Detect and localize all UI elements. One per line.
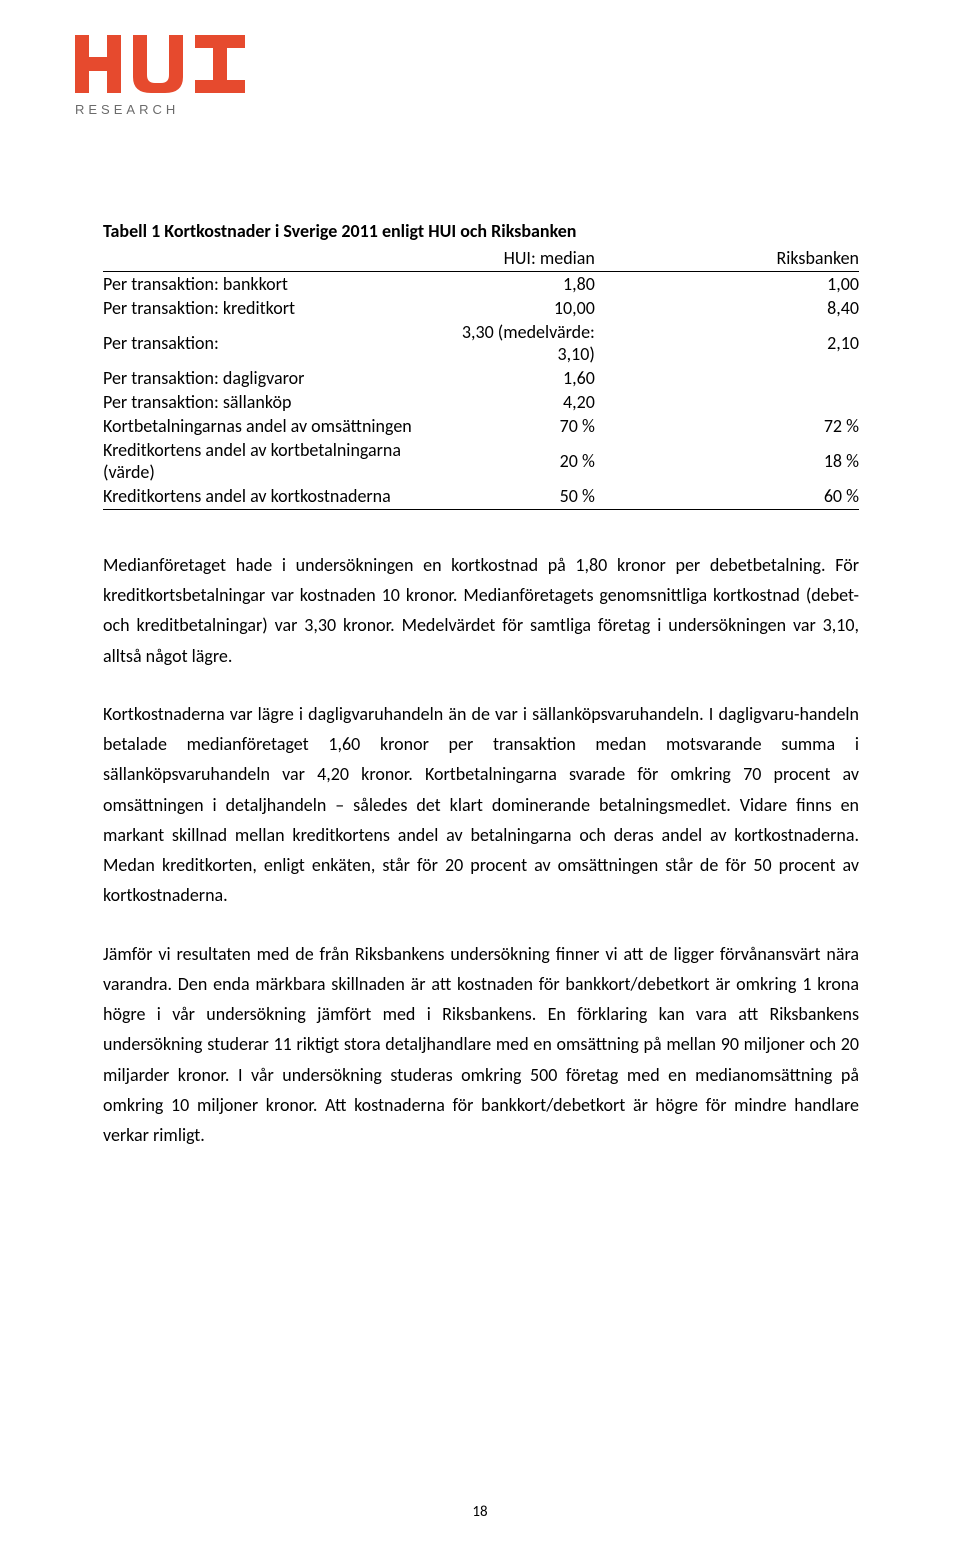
row-value: 70 % [451,414,655,438]
logo: RESEARCH [75,35,250,117]
row-value: 2,10 [655,320,859,366]
header-col2: HUI: median [451,246,655,272]
table-title: Tabell 1 Kortkostnader i Sverige 2011 en… [103,220,859,242]
row-label: Per transaktion: dagligvaror [103,366,451,390]
table-row: Per transaktion: dagligvaror 1,60 [103,366,859,390]
page-content: Tabell 1 Kortkostnader i Sverige 2011 en… [103,220,859,1150]
row-value: 50 % [451,484,655,510]
row-label: Kreditkortens andel av kortkostnaderna [103,484,451,510]
hui-logo-icon [75,35,250,93]
paragraph-2: Kortkostnaderna var lägre i dagligvaruha… [103,699,859,911]
table-row: Kortbetalningarnas andel av omsättningen… [103,414,859,438]
row-value: 60 % [655,484,859,510]
table-row: Kreditkortens andel av kortbetalningarna… [103,438,859,484]
row-value: 1,80 [451,272,655,297]
table-row: Kreditkortens andel av kortkostnaderna 5… [103,484,859,510]
paragraph-1: Medianföretaget hade i undersökningen en… [103,550,859,671]
table-row: Per transaktion: bankkort 1,80 1,00 [103,272,859,297]
header-col3: Riksbanken [655,246,859,272]
row-label: Per transaktion: [103,320,451,366]
table-row: Per transaktion: kreditkort 10,00 8,40 [103,296,859,320]
row-value: 3,30 (medelvärde: 3,10) [451,320,655,366]
table-row: Per transaktion: 3,30 (medelvärde: 3,10)… [103,320,859,366]
row-label: Kreditkortens andel av kortbetalningarna… [103,438,451,484]
page-number: 18 [0,1503,960,1521]
table-header-row: HUI: median Riksbanken [103,246,859,272]
row-value: 8,40 [655,296,859,320]
cost-table: HUI: median Riksbanken Per transaktion: … [103,246,859,510]
row-label: Per transaktion: kreditkort [103,296,451,320]
row-label: Kortbetalningarnas andel av omsättningen [103,414,451,438]
row-value: 10,00 [451,296,655,320]
row-value: 72 % [655,414,859,438]
row-label: Per transaktion: bankkort [103,272,451,297]
paragraph-3: Jämför vi resultaten med de från Riksban… [103,939,859,1151]
row-value [655,366,859,390]
row-value: 1,00 [655,272,859,297]
logo-subtitle: RESEARCH [75,102,250,117]
row-label: Per transaktion: sällanköp [103,390,451,414]
row-value: 4,20 [451,390,655,414]
table-row: Per transaktion: sällanköp 4,20 [103,390,859,414]
row-value: 20 % [451,438,655,484]
row-value: 18 % [655,438,859,484]
row-value: 1,60 [451,366,655,390]
row-value [655,390,859,414]
